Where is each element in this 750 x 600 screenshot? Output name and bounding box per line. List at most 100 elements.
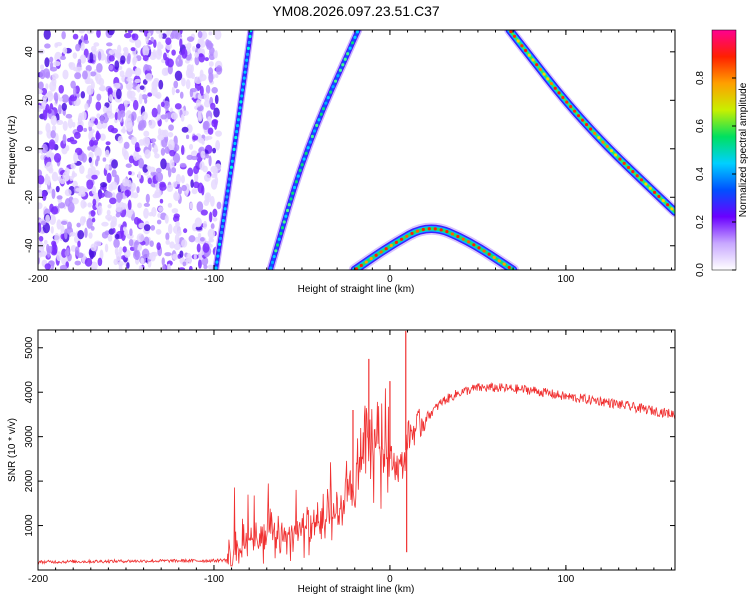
diagonal-bead	[535, 63, 539, 67]
noise-speck	[56, 119, 64, 126]
noise-speck	[208, 155, 212, 167]
noise-speck	[114, 60, 120, 70]
streak-1-bead	[225, 195, 229, 199]
spectrogram-background	[38, 30, 675, 270]
snr-frame	[37, 329, 676, 571]
arc-bead	[410, 231, 414, 236]
noise-speck	[55, 185, 60, 193]
arc-bead	[507, 265, 511, 270]
noise-speck	[147, 32, 151, 37]
noise-speck	[138, 158, 145, 169]
noise-speck	[61, 94, 70, 103]
noise-speck	[167, 202, 173, 208]
noise-speck	[119, 70, 125, 78]
streak-2-bead	[285, 208, 290, 213]
noise-speck	[108, 164, 113, 171]
streak-1-bead	[218, 236, 223, 240]
noise-speck	[177, 186, 182, 195]
noise-speck	[173, 80, 179, 89]
noise-speck	[129, 228, 133, 236]
noise-speck	[212, 208, 218, 218]
arc-bead	[399, 237, 404, 241]
noise-speck	[67, 117, 73, 129]
arc-bead	[364, 260, 368, 264]
noise-speck	[201, 185, 205, 196]
noise-speck	[50, 115, 57, 126]
noise-speck	[159, 183, 167, 191]
noise-speck	[179, 38, 183, 48]
noise-speck	[118, 246, 123, 255]
noise-speck	[192, 181, 200, 189]
noise-speck	[72, 52, 78, 59]
noise-speck	[208, 61, 214, 67]
noise-speck	[172, 181, 178, 188]
noise-speck	[197, 232, 202, 239]
streak-1-bead	[235, 124, 240, 128]
noise-speck	[210, 102, 216, 110]
noise-speck	[167, 30, 172, 36]
noise-speck	[62, 133, 67, 145]
noise-speck	[143, 130, 150, 137]
noise-speck	[124, 32, 132, 39]
noise-speck	[134, 146, 141, 153]
streak-2-bead	[310, 134, 314, 139]
diagonal-bead	[546, 77, 550, 81]
streak-1-bead	[234, 135, 238, 140]
spectrogram-ylabel: Frequency (Hz)	[7, 116, 18, 185]
arc-bead	[450, 232, 455, 236]
noise-speck	[122, 126, 126, 134]
snr-ylabel: SNR (10 * v/v)	[7, 418, 18, 482]
noise-speck	[77, 240, 81, 248]
noise-speck	[137, 171, 142, 180]
noise-speck	[56, 195, 63, 200]
noise-speck	[155, 91, 162, 99]
noise-speck	[211, 87, 218, 94]
noise-speck	[162, 100, 171, 109]
diagonal-bead	[542, 72, 546, 76]
noise-speck	[69, 175, 74, 181]
noise-speck	[122, 178, 129, 187]
noise-speck	[106, 42, 113, 47]
noise-speck	[111, 159, 118, 169]
arc-bead	[439, 228, 443, 232]
noise-speck	[97, 257, 103, 267]
streak-1-bead	[219, 230, 224, 235]
noise-speck	[153, 39, 157, 48]
noise-speck	[64, 228, 68, 240]
noise-speck	[144, 64, 152, 71]
noise-speck	[116, 44, 122, 54]
noise-speck	[160, 44, 164, 49]
streak-1-bead	[228, 171, 233, 175]
noise-speck	[158, 79, 164, 90]
noise-speck	[120, 55, 126, 64]
noise-speck	[207, 264, 214, 270]
streak-2-bead	[304, 151, 308, 156]
noise-speck	[73, 152, 78, 164]
noise-speck	[132, 56, 138, 63]
noise-speck	[130, 182, 136, 192]
diagonal-bead	[565, 100, 569, 104]
noise-speck	[50, 226, 54, 234]
colorbar-tick-label: 0.0	[695, 263, 706, 277]
noise-speck	[112, 227, 116, 234]
arc-bead	[477, 246, 481, 250]
diagonal-bead	[527, 53, 531, 57]
noise-speck	[189, 202, 194, 210]
streak-1-bead	[224, 201, 228, 205]
noise-speck	[205, 135, 213, 140]
noise-speck	[76, 124, 84, 133]
noise-speck	[179, 250, 184, 258]
noise-speck	[161, 33, 167, 39]
noise-speck	[142, 55, 149, 62]
noise-speck	[158, 128, 162, 136]
noise-speck	[74, 72, 82, 80]
streak-1-bead	[235, 129, 239, 134]
diagonal-bead	[589, 127, 593, 131]
noise-speck	[177, 54, 182, 60]
noise-speck	[64, 174, 70, 181]
noise-speck	[212, 168, 216, 175]
noise-speck	[130, 47, 136, 52]
noise-speck	[69, 231, 76, 237]
noise-speck	[209, 46, 215, 57]
noise-speck	[187, 167, 194, 177]
